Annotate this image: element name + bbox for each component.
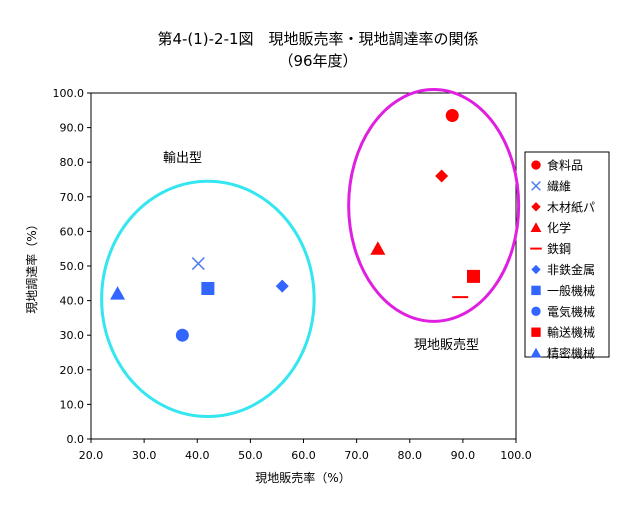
group-ellipses (100, 88, 521, 419)
axis-ticks: 20.0 30.0 40.0 50.0 60.0 70.0 80.0 90.0 100.0 0.0… (53, 87, 532, 462)
data-point-0 (445, 108, 459, 122)
legend-label-4: 鉄鋼 (547, 241, 571, 256)
chart-subtitle: （96年度） (278, 52, 357, 70)
legend-label-8: 輸送機械 (547, 325, 595, 340)
y-tick-label: 60.0 (60, 225, 85, 238)
y-tick-label: 50.0 (60, 260, 85, 273)
x-axis-label: 現地販売率（%） (255, 470, 350, 485)
group-ellipse-0 (100, 179, 316, 419)
data-point-8 (467, 269, 480, 283)
legend-marker-8 (531, 327, 541, 337)
legend-marker-0 (531, 160, 541, 170)
x-tick-label: 60.0 (291, 449, 316, 462)
annotation-local-sales-type: 現地販売型 (414, 337, 479, 353)
x-tick-label: 30.0 (132, 449, 157, 462)
x-tick-label: 80.0 (398, 449, 423, 462)
legend-label-7: 電気機械 (547, 304, 595, 319)
legend-label-6: 一般機械 (547, 283, 595, 298)
x-tick-label: 100.0 (500, 449, 532, 462)
legend-marker-2 (531, 202, 541, 212)
legend-label-0: 食料品 (547, 158, 583, 173)
legend-label-3: 化学 (547, 220, 571, 235)
x-tick-label: 70.0 (344, 449, 369, 462)
y-tick-label: 10.0 (60, 398, 85, 411)
data-point-9 (110, 286, 126, 300)
group-ellipse-1 (347, 88, 521, 323)
data-points (110, 108, 480, 342)
y-tick-label: 0.0 (67, 433, 85, 446)
plot-area (90, 92, 517, 440)
y-tick-label: 70.0 (60, 191, 85, 204)
legend-marker-7 (531, 306, 541, 316)
data-point-7 (175, 328, 189, 342)
y-tick-label: 80.0 (60, 156, 85, 169)
data-point-2 (435, 169, 449, 183)
y-tick-label: 90.0 (60, 122, 85, 135)
y-tick-label: 40.0 (60, 295, 85, 308)
y-tick-label: 30.0 (60, 329, 85, 342)
x-tick-label: 50.0 (238, 449, 263, 462)
x-tick-label: 90.0 (451, 449, 476, 462)
legend-label-1: 繊維 (547, 179, 571, 193)
legend-marker-6 (531, 285, 541, 296)
data-point-5 (275, 279, 289, 293)
chart-title: 第4-(1)-2-1図 現地販売率・現地調達率の関係 (157, 30, 478, 48)
y-tick-label: 100.0 (53, 87, 85, 100)
legend-marker-3 (530, 222, 542, 233)
legend-marker-9 (530, 347, 542, 358)
annotation-export-type: 輸出型 (163, 151, 202, 166)
legend-marker-5 (531, 264, 541, 275)
y-axis-label: 現地調達率（%） (24, 218, 39, 313)
data-point-3 (370, 241, 386, 255)
y-tick-label: 20.0 (60, 364, 85, 377)
legend-label-9: 精密機械 (547, 346, 595, 361)
legend-marker-1 (531, 181, 541, 191)
x-tick-label: 40.0 (185, 449, 210, 462)
data-point-6 (201, 281, 215, 295)
x-tick-label: 20.0 (79, 449, 104, 462)
legend-label-2: 木材紙パ (547, 199, 595, 214)
legend-label-5: 非鉄金属 (547, 262, 595, 277)
legend (524, 151, 610, 358)
data-point-1 (191, 257, 205, 271)
